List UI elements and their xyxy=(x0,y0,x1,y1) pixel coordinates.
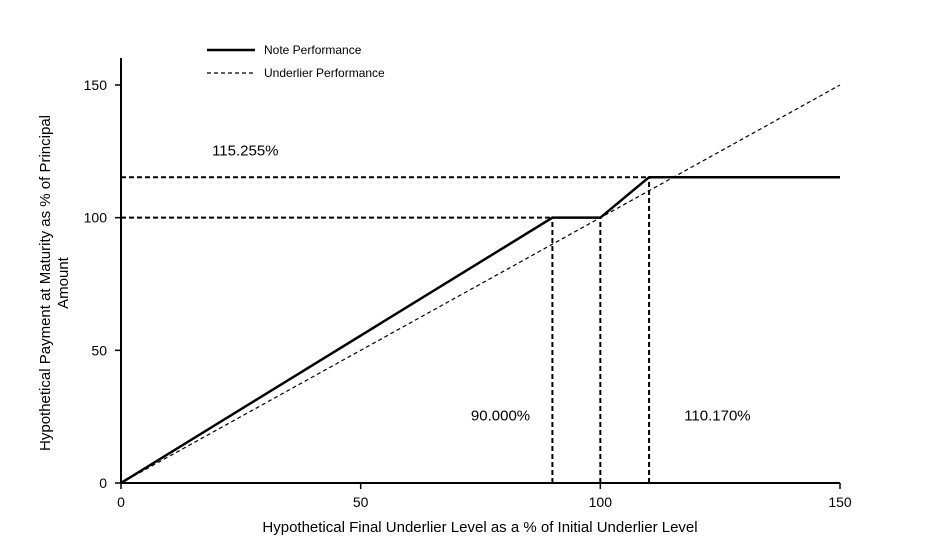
annotations: 115.255% 90.000% 110.170% xyxy=(212,142,751,424)
x-tick-label: 50 xyxy=(353,494,369,510)
y-tick-label: 0 xyxy=(99,475,107,491)
reference-lines xyxy=(121,176,651,483)
axes xyxy=(120,58,840,484)
tick-labels: 0 50 100 150 0 50 100 150 xyxy=(84,77,852,510)
annotation-label: 90.000% xyxy=(471,408,530,425)
y-tick-label: 150 xyxy=(84,77,108,93)
x-tick-label: 150 xyxy=(828,494,852,510)
legend-label-note-performance: Note Performance xyxy=(264,43,362,57)
legend-label-underlier-performance: Underlier Performance xyxy=(264,66,385,80)
x-tick-label: 0 xyxy=(117,494,125,510)
annotation-label: 115.255% xyxy=(212,142,278,159)
y-tick-label: 50 xyxy=(91,342,107,358)
y-axis-title-line-2: Amount xyxy=(55,256,72,309)
series-line-note-performance xyxy=(120,175,840,485)
legend: Note Performance Underlier Performance xyxy=(207,43,385,80)
x-tick-label: 100 xyxy=(589,494,613,510)
x-axis-title: Hypothetical Final Underlier Level as a … xyxy=(262,519,697,536)
series-layer xyxy=(120,84,841,485)
annotation-label: 110.170% xyxy=(684,408,750,425)
series-line-underlier-performance xyxy=(120,84,841,484)
y-axis-title-line-1: Hypothetical Payment at Maturity as % of… xyxy=(37,115,54,451)
y-tick-label: 100 xyxy=(84,210,108,226)
